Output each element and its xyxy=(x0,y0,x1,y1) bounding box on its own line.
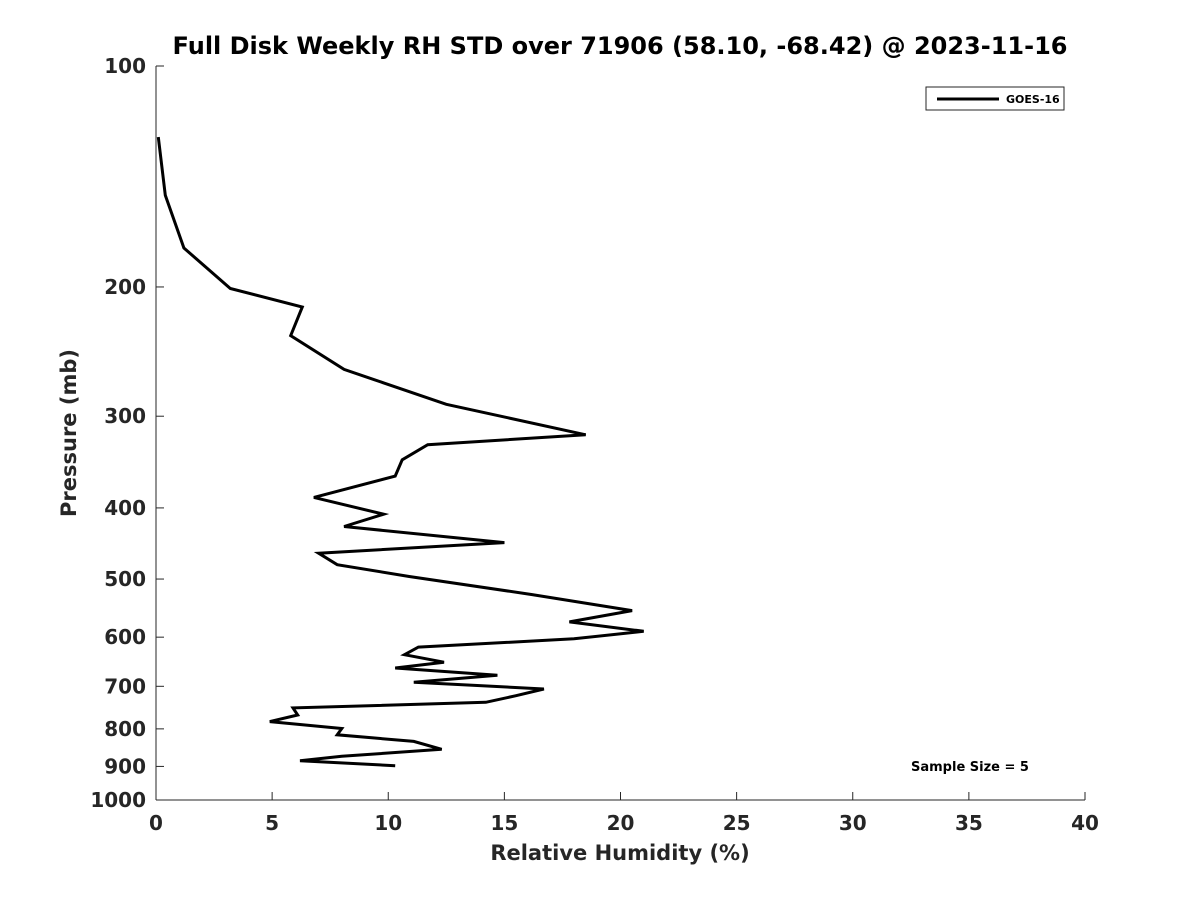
series-layer xyxy=(156,136,644,768)
legend-label-goes-16: GOES-16 xyxy=(1006,93,1060,106)
x-ticks: 0 5 10 15 20 25 30 35 40 xyxy=(149,792,1099,835)
x-tick-label: 25 xyxy=(723,811,751,835)
y-tick-label: 200 xyxy=(104,275,146,299)
chart-title: Full Disk Weekly RH STD over 71906 (58.1… xyxy=(173,32,1068,60)
x-tick-label: 15 xyxy=(490,811,518,835)
y-tick-label: 400 xyxy=(104,496,146,520)
legend: GOES-16 xyxy=(925,86,1065,111)
x-tick-label: 30 xyxy=(839,811,867,835)
sample-size-annotation: Sample Size = 5 xyxy=(911,760,1029,775)
y-tick-label: 300 xyxy=(104,404,146,428)
y-axis-label: Pressure (mb) xyxy=(57,349,81,517)
x-tick-label: 40 xyxy=(1071,811,1099,835)
y-tick-label: 1000 xyxy=(90,788,146,812)
y-tick-label: 100 xyxy=(104,54,146,78)
x-tick-label: 35 xyxy=(955,811,983,835)
x-tick-label: 0 xyxy=(149,811,163,835)
x-tick-label: 10 xyxy=(374,811,402,835)
y-tick-label: 500 xyxy=(104,567,146,591)
y-ticks: 100 200 300 400 500 600 700 800 900 1000 xyxy=(90,54,164,812)
plot-area xyxy=(155,66,1085,801)
series-line-goes-16 xyxy=(156,136,644,768)
y-tick-label: 600 xyxy=(104,625,146,649)
x-axis-label: Relative Humidity (%) xyxy=(490,841,749,865)
x-tick-label: 5 xyxy=(265,811,279,835)
y-tick-label: 900 xyxy=(104,754,146,778)
y-tick-label: 800 xyxy=(104,717,146,741)
y-tick-label: 700 xyxy=(104,674,146,698)
x-tick-label: 20 xyxy=(607,811,635,835)
